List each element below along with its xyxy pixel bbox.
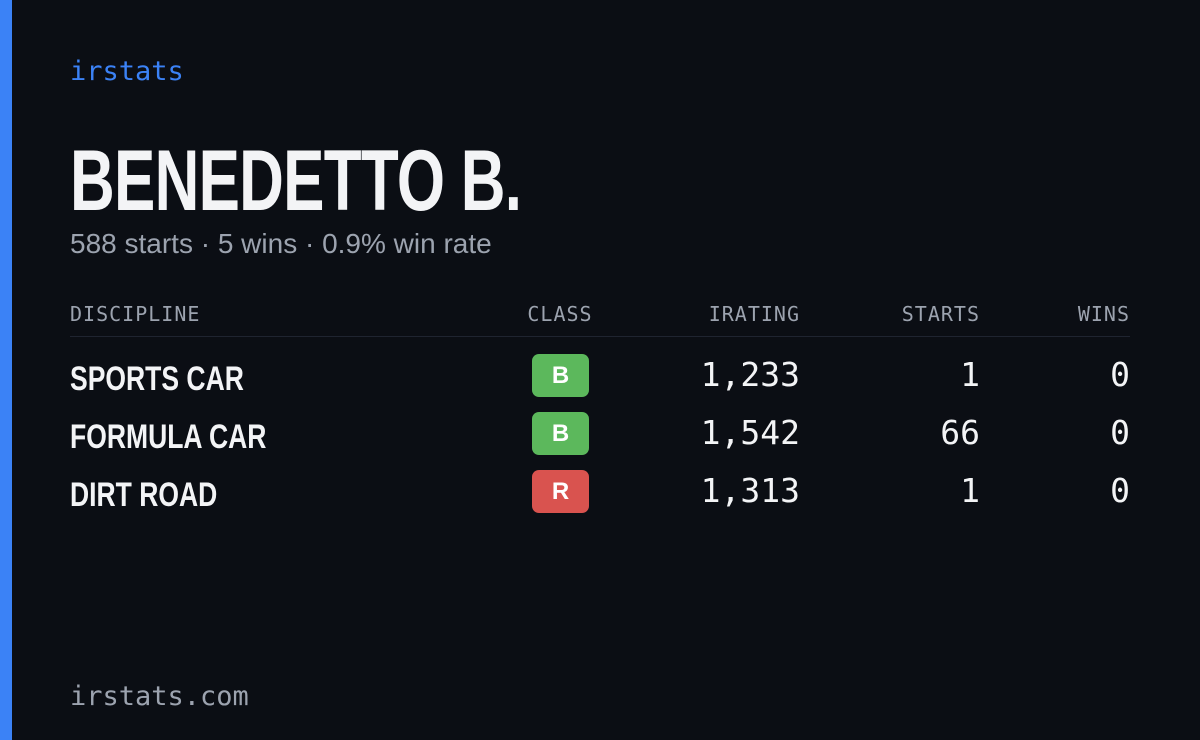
- discipline: SPORTS CAR: [70, 360, 244, 398]
- header-class: CLASS: [527, 302, 593, 326]
- header-discipline: DISCIPLINE: [70, 302, 201, 326]
- brand: irstats: [70, 56, 184, 87]
- accent-bar: [0, 0, 12, 740]
- starts: 1: [960, 355, 980, 394]
- header-wins: WINS: [1077, 302, 1130, 326]
- header-rule: [70, 336, 1130, 337]
- starts: 1: [960, 471, 980, 510]
- class-badge: B: [532, 412, 589, 455]
- discipline: FORMULA CAR: [70, 418, 267, 456]
- class-badge: B: [532, 354, 589, 397]
- header-irating: IRATING: [708, 302, 800, 326]
- irating: 1,233: [700, 355, 800, 394]
- wins: 0: [1110, 471, 1130, 510]
- irating: 1,313: [700, 471, 800, 510]
- wins: 0: [1110, 355, 1130, 394]
- starts: 66: [940, 413, 980, 452]
- footer: irstats.com: [70, 681, 249, 712]
- driver-summary: 588 starts · 5 wins · 0.9% win rate: [70, 228, 492, 259]
- class-badge: R: [532, 470, 589, 513]
- wins: 0: [1110, 413, 1130, 452]
- discipline: DIRT ROAD: [70, 476, 218, 514]
- header-starts: STARTS: [901, 302, 980, 326]
- driver-name: BENEDETTO B.: [70, 133, 522, 229]
- irating: 1,542: [700, 413, 800, 452]
